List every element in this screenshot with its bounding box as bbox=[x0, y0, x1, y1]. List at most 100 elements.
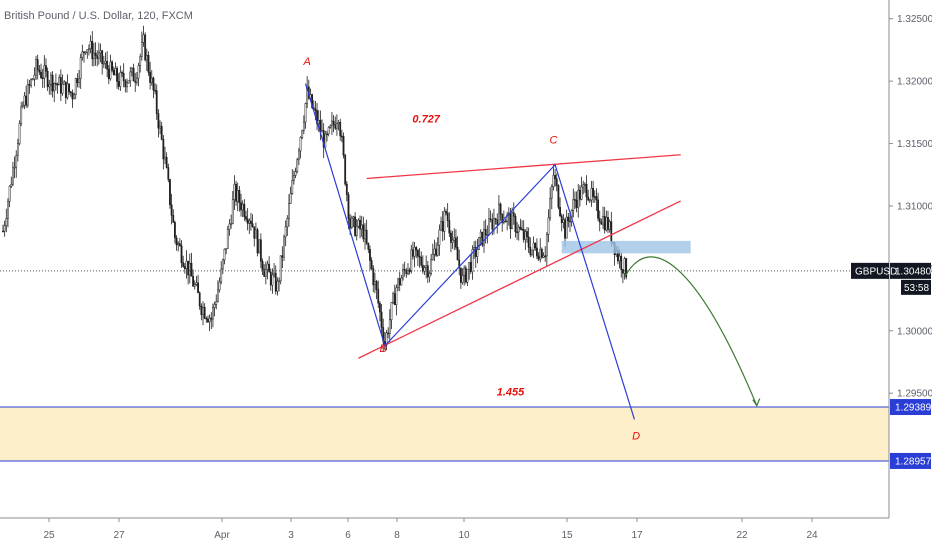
candle-body bbox=[12, 167, 14, 185]
candle-body bbox=[398, 278, 401, 286]
candle-body bbox=[180, 245, 183, 263]
candle-body bbox=[598, 218, 601, 223]
candle-body bbox=[332, 120, 335, 125]
candle-body bbox=[403, 269, 406, 271]
candle-body bbox=[621, 269, 624, 274]
candle-body bbox=[139, 56, 142, 66]
candle-body bbox=[140, 41, 143, 57]
candle-body bbox=[340, 135, 343, 138]
candle-body bbox=[192, 276, 194, 287]
candle-body bbox=[509, 213, 512, 230]
candle-body bbox=[243, 203, 246, 217]
candle-body bbox=[410, 249, 413, 272]
x-tick-label: 10 bbox=[458, 530, 470, 541]
candle-body bbox=[250, 220, 252, 224]
candle-body bbox=[458, 259, 461, 269]
candle-body bbox=[169, 179, 171, 206]
candle-body bbox=[345, 183, 348, 195]
candle-body bbox=[203, 306, 206, 319]
candle-body bbox=[116, 67, 118, 82]
candle-body bbox=[96, 55, 99, 59]
candle-body bbox=[418, 255, 421, 258]
candle-body bbox=[28, 84, 31, 86]
candle-body bbox=[542, 255, 545, 258]
candle-body bbox=[216, 289, 219, 302]
candle-body bbox=[540, 248, 543, 258]
candle-body bbox=[162, 139, 165, 160]
wedge-lower-line[interactable] bbox=[358, 200, 682, 359]
candle-body bbox=[511, 212, 514, 230]
candle-body bbox=[502, 220, 505, 223]
x-tick-label: Apr bbox=[214, 530, 230, 541]
candle-body bbox=[349, 218, 352, 228]
candle-body bbox=[516, 231, 518, 234]
candle-body bbox=[534, 242, 537, 249]
level-price-tag bbox=[890, 399, 931, 416]
candle-body bbox=[620, 255, 623, 270]
candle-body bbox=[565, 216, 568, 239]
candle-body bbox=[585, 183, 588, 198]
wave-label-c: C bbox=[549, 135, 557, 147]
candle-body bbox=[74, 78, 77, 95]
wave-label-a: A bbox=[302, 56, 310, 68]
candle-body bbox=[38, 69, 41, 73]
candle-body bbox=[238, 190, 241, 203]
candle-body bbox=[94, 52, 97, 57]
candle-body bbox=[18, 123, 21, 144]
candle-body bbox=[233, 183, 236, 200]
candle-body bbox=[263, 269, 266, 277]
time-axis[interactable] bbox=[0, 518, 889, 550]
candle-body bbox=[246, 218, 249, 224]
candle-body bbox=[154, 89, 156, 92]
abcd-pattern-line[interactable] bbox=[304, 83, 636, 420]
candle-body bbox=[527, 236, 530, 248]
level-price-value: 1.29389 bbox=[895, 403, 932, 414]
candle-body bbox=[478, 237, 480, 250]
candle-body bbox=[83, 51, 85, 54]
candle-body bbox=[607, 217, 609, 230]
projection-curve[interactable] bbox=[625, 256, 758, 406]
candle-body bbox=[135, 77, 138, 83]
candle-body bbox=[552, 175, 555, 187]
candle-body bbox=[529, 247, 532, 255]
candle-body bbox=[317, 120, 320, 124]
candle-body bbox=[213, 304, 216, 308]
candle-body bbox=[498, 203, 500, 225]
chart-title: British Pound / U.S. Dollar, 120, FXCM bbox=[4, 10, 193, 22]
candle-body bbox=[48, 84, 51, 88]
candle-body bbox=[167, 167, 170, 180]
candle-body bbox=[33, 74, 36, 80]
candle-body bbox=[587, 196, 590, 201]
candle-body bbox=[337, 122, 340, 124]
candle-body bbox=[25, 95, 28, 106]
candle-body bbox=[311, 94, 314, 108]
candle-body bbox=[286, 218, 289, 228]
candle-body bbox=[522, 228, 525, 240]
candle-body bbox=[440, 221, 442, 231]
candle-body bbox=[577, 189, 580, 208]
candle-body bbox=[218, 281, 221, 291]
candle-body bbox=[344, 154, 347, 185]
candle-body bbox=[269, 271, 272, 286]
candle-body bbox=[443, 211, 446, 232]
candle-body bbox=[127, 80, 130, 84]
candle-body bbox=[45, 65, 47, 72]
x-tick-label: 25 bbox=[43, 530, 55, 541]
candle-body bbox=[183, 266, 186, 270]
candle-body bbox=[415, 247, 418, 251]
candle-body bbox=[514, 216, 517, 233]
wedge-upper-line[interactable] bbox=[366, 154, 681, 180]
x-tick-label: 24 bbox=[806, 530, 818, 541]
candle-body bbox=[526, 231, 528, 238]
candle-body bbox=[149, 71, 152, 83]
candle-body bbox=[610, 221, 613, 243]
candle-body bbox=[469, 262, 472, 272]
x-tick-label: 17 bbox=[631, 530, 643, 541]
candle-body bbox=[271, 274, 274, 286]
candle-body bbox=[89, 40, 92, 49]
candle-body bbox=[289, 193, 292, 204]
candle-body bbox=[574, 199, 576, 201]
candle-body bbox=[459, 267, 462, 283]
